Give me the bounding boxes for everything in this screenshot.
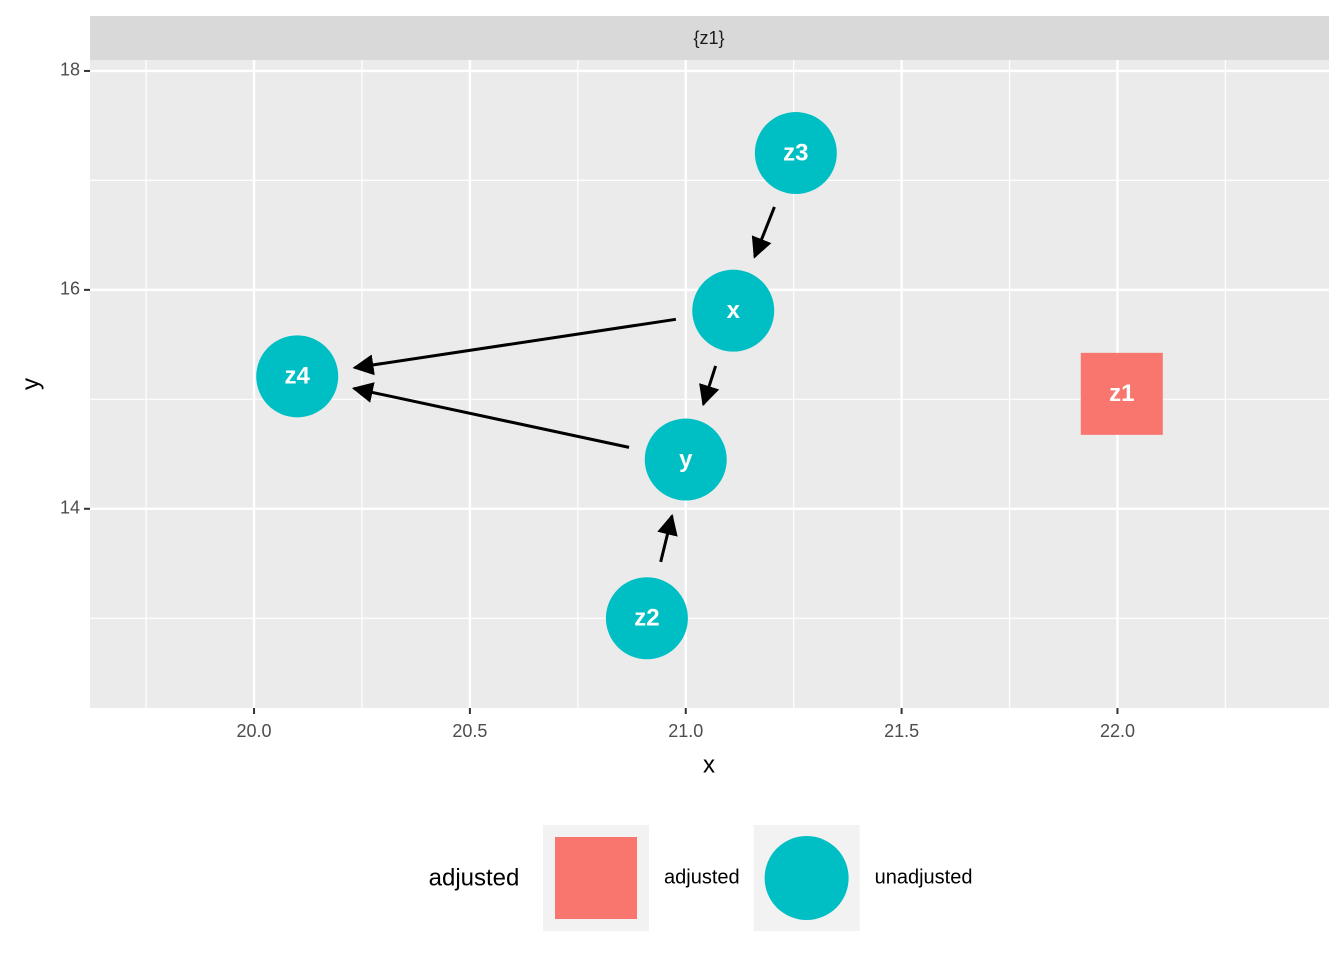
x-axis-title: x [703, 751, 715, 778]
edge [699, 365, 720, 407]
legend-label: adjusted [664, 866, 740, 888]
legend-swatch [555, 837, 637, 919]
strip-label: {z1} [693, 28, 724, 48]
node-label: z4 [285, 363, 311, 390]
legend-label: unadjusted [875, 866, 973, 888]
x-tick-label: 21.5 [884, 721, 919, 741]
strip [90, 16, 1329, 60]
x-tick-label: 21.0 [668, 721, 703, 741]
node-label: y [679, 446, 693, 473]
y-axis-title: y [17, 378, 44, 390]
edge [351, 382, 630, 449]
y-tick-label: 16 [60, 279, 80, 299]
node [692, 269, 775, 352]
node-label: z3 [783, 139, 808, 166]
x-tick-label: 20.5 [452, 721, 487, 741]
legend-swatch [764, 836, 849, 920]
y-tick-label: 14 [60, 498, 80, 518]
legend-title: adjusted [429, 864, 520, 891]
node-label: z1 [1109, 380, 1134, 407]
node [754, 112, 837, 195]
y-tick-label: 18 [60, 60, 80, 80]
node-label: z2 [634, 605, 659, 632]
x-tick-label: 22.0 [1100, 721, 1135, 741]
node [644, 418, 727, 501]
node [256, 335, 339, 418]
node [1080, 352, 1163, 435]
node [605, 577, 688, 660]
node-label: x [727, 297, 741, 324]
edge [751, 206, 776, 259]
edge [352, 317, 677, 376]
x-tick-label: 20.0 [237, 721, 272, 741]
edge [657, 513, 678, 563]
